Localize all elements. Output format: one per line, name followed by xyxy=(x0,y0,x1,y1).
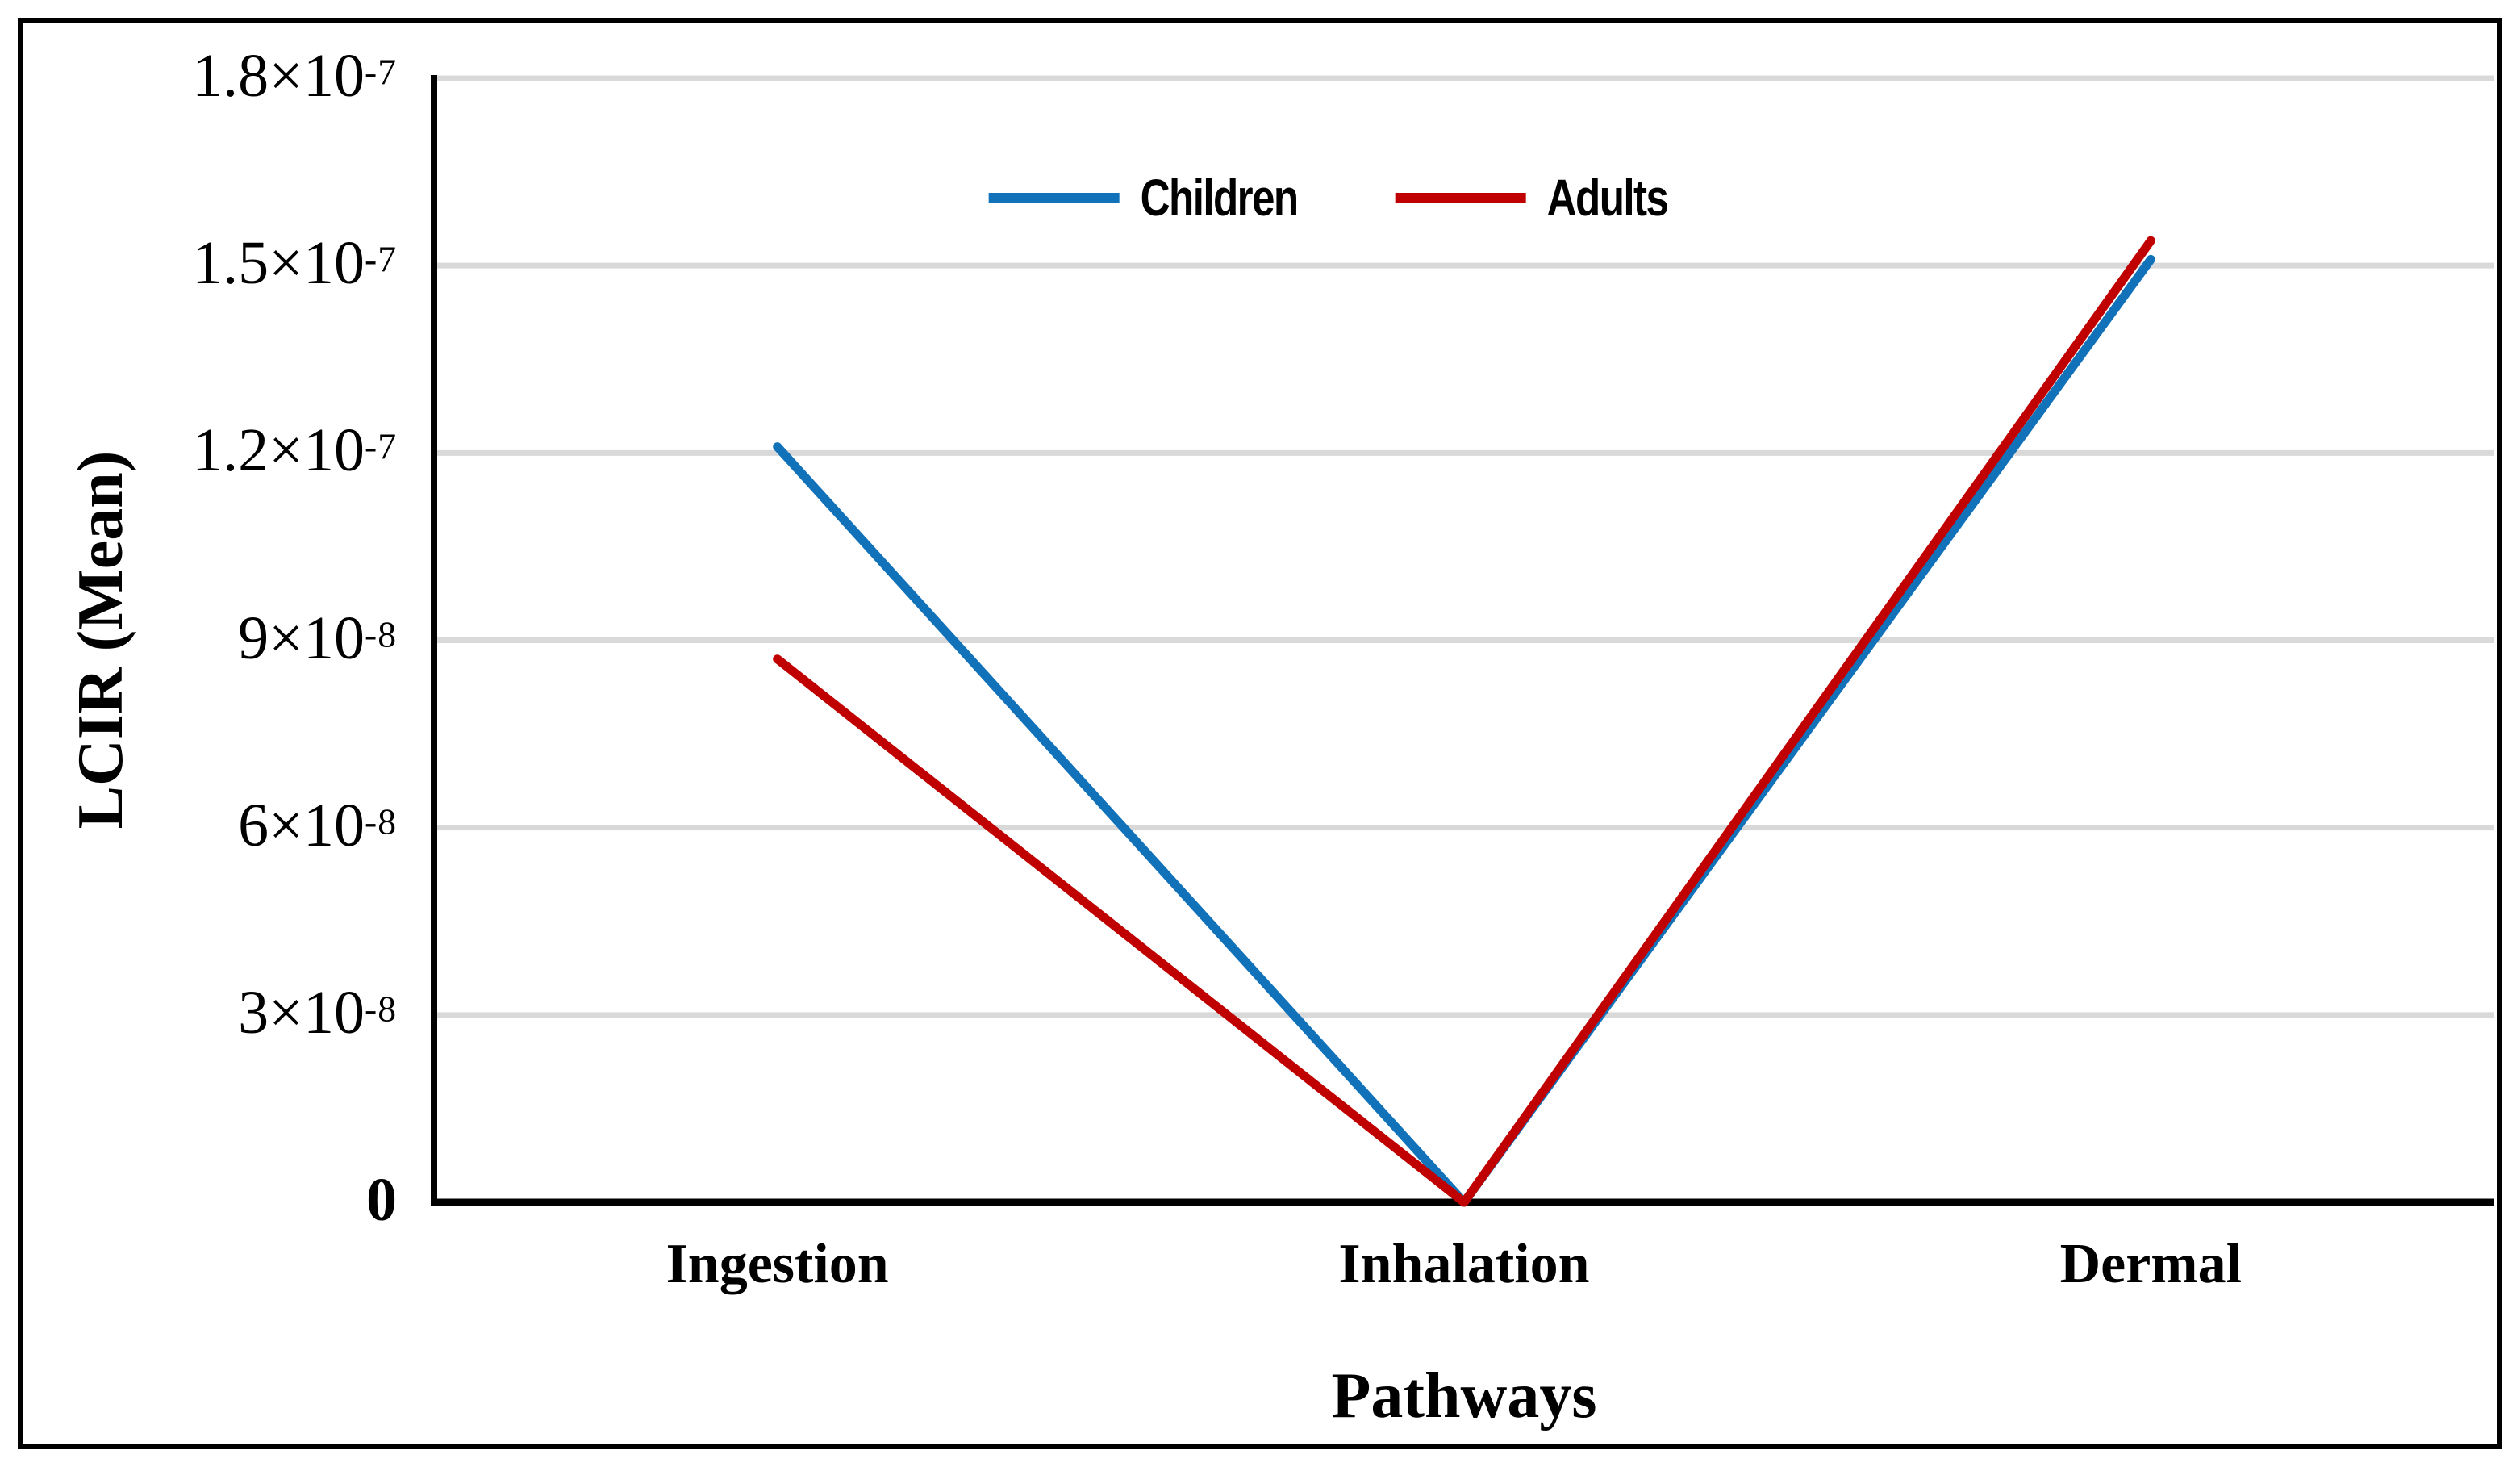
y-tick-label: 1.2×10-7 xyxy=(192,416,397,485)
y-tick-label: 6×10-8 xyxy=(238,791,397,859)
legend-item-adults: Adults xyxy=(1395,172,1697,224)
y-tick-label: 1.8×10-7 xyxy=(192,41,397,110)
y-tick-label: 9×10-8 xyxy=(238,604,397,672)
y-axis-title: LCIR (Mean) xyxy=(65,450,136,830)
legend-item-children: Children xyxy=(988,169,1337,227)
x-category-label: Ingestion xyxy=(665,1233,889,1295)
figure-border-frame xyxy=(18,18,2502,1449)
legend-line-swatch-adults xyxy=(1395,192,1526,203)
x-category-label: Inhalation xyxy=(1338,1233,1590,1295)
legend-line-swatch-children xyxy=(988,192,1120,203)
y-tick-label: 1.5×10-7 xyxy=(192,229,397,298)
x-category-label: Dermal xyxy=(2059,1233,2243,1295)
y-tick-label: 0 xyxy=(366,1165,397,1234)
y-tick-label: 3×10-8 xyxy=(238,978,397,1047)
legend-label: Adults xyxy=(1546,169,1668,227)
series-line-adults xyxy=(773,236,2155,1207)
series-line-children xyxy=(773,254,2155,1207)
legend: Children Adults xyxy=(988,169,1698,227)
legend-label: Children xyxy=(1140,169,1299,227)
x-axis-title: Pathways xyxy=(1331,1360,1597,1431)
